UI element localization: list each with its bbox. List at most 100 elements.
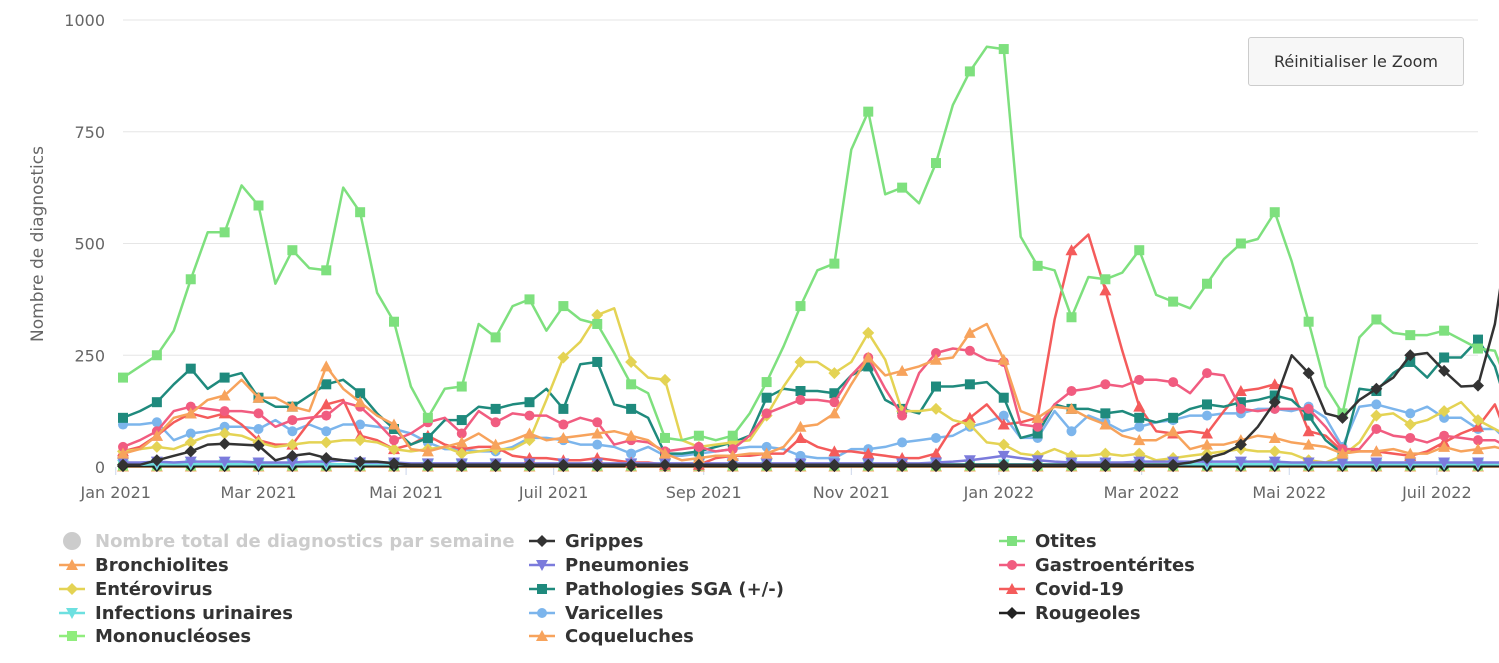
series-lines [117,44,1499,473]
data-point [253,424,264,435]
data-point [1302,457,1315,469]
reset-zoom-button[interactable]: Réinitialiser le Zoom [1248,37,1464,86]
data-point [963,418,976,431]
data-point [455,458,468,471]
legend-item[interactable]: Otites [999,531,1097,552]
data-point [626,403,637,414]
data-point [1371,424,1382,435]
data-point [422,432,433,443]
data-point [931,158,941,169]
data-point [218,456,231,468]
series-line-otites[interactable] [122,45,1499,442]
legend-item[interactable]: Bronchiolites [59,555,229,576]
legend-item[interactable]: Gastroentérites [999,555,1195,576]
data-point [761,441,772,452]
data-point [355,388,366,399]
data-point [185,401,196,412]
data-point [1404,349,1417,362]
x-tick-label: Mar 2022 [1104,483,1180,502]
y-tick-label: 750 [74,123,105,142]
data-point [1202,399,1212,410]
data-point [1100,408,1111,419]
data-point [1202,410,1212,421]
data-point [626,448,637,459]
y-tick-label: 0 [95,458,105,477]
legend-item[interactable]: Entérovirus [59,579,212,600]
data-point [524,294,535,305]
data-point [1370,445,1383,457]
data-point [321,379,332,390]
legend-label: Infections urinaires [95,603,293,624]
data-point [218,389,231,401]
data-point [1031,458,1044,471]
legend-item[interactable]: Infections urinaires [59,603,293,624]
data-point [1235,238,1246,249]
legend-item[interactable]: Nombre total de diagnostics par semaine [63,531,515,552]
data-point [1134,421,1145,432]
data-point [219,421,230,432]
data-point [1032,260,1043,271]
data-point [963,411,976,423]
data-point [794,458,807,471]
data-point [896,458,909,471]
legend-label: Varicelles [565,603,663,624]
data-point [321,410,332,421]
legend-item[interactable]: Pneumonies [529,555,689,576]
x-tick-label: Jan 2021 [80,483,151,502]
legend-item[interactable]: Mononucléoses [59,626,251,647]
data-point [1404,457,1417,469]
data-point [150,454,163,467]
data-point [1168,412,1179,423]
legend-item[interactable]: Coqueluches [529,626,694,647]
legend-label: Pathologies SGA (+/-) [565,579,784,600]
data-point [863,106,874,117]
data-point [1439,352,1450,363]
legend-label: Mononucléoses [95,626,251,647]
data-point [388,443,400,456]
data-point [592,417,603,428]
legend-item[interactable]: Grippes [529,531,644,552]
data-point [557,351,570,364]
legend-label: Coqueluches [565,626,694,647]
data-point [1472,414,1484,427]
series-line-bronchiolites[interactable] [122,322,1499,462]
legend-item[interactable]: Covid-19 [999,579,1124,600]
data-point [355,419,366,430]
data-point [1167,458,1180,471]
data-point [1202,278,1212,289]
data-point [286,400,299,412]
data-point [1303,403,1314,414]
data-point [489,438,502,450]
data-point [1405,408,1416,419]
legend-item[interactable]: Rougeoles [999,603,1141,624]
data-point [1066,386,1077,397]
data-point [1133,434,1146,446]
series-line-gastroenterites[interactable] [122,347,1499,453]
series-line-pathologies-sga[interactable] [122,338,1499,455]
legend-item[interactable]: Pathologies SGA (+/-) [529,579,784,600]
data-point [693,430,704,441]
data-point [931,348,941,359]
data-point [998,44,1009,55]
data-point [1472,457,1484,469]
data-point [320,360,333,372]
data-point [1472,420,1484,432]
data-point [184,407,197,419]
data-point [794,420,807,432]
data-point [591,427,604,439]
data-point [1234,438,1247,451]
data-point [1268,396,1281,409]
data-point [1066,312,1077,323]
legend-symbol [536,630,548,641]
data-point [422,412,433,423]
data-point [1336,411,1349,424]
legend-symbol [67,631,77,641]
legend-label: Pneumonies [565,555,689,576]
data-point [1472,379,1484,392]
data-point [253,408,264,419]
legend-item[interactable]: Varicelles [529,603,663,624]
y-tick-label: 250 [74,346,105,365]
data-point [726,449,739,461]
data-point [1100,379,1111,390]
data-point [1268,378,1281,390]
